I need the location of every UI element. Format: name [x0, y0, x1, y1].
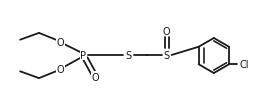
Text: O: O — [57, 65, 64, 74]
Text: S: S — [164, 51, 170, 60]
Text: Cl: Cl — [239, 60, 249, 70]
Text: S: S — [126, 51, 132, 60]
Text: O: O — [57, 38, 64, 47]
Text: P: P — [80, 51, 86, 60]
Text: O: O — [163, 26, 171, 36]
Text: O: O — [92, 72, 99, 82]
